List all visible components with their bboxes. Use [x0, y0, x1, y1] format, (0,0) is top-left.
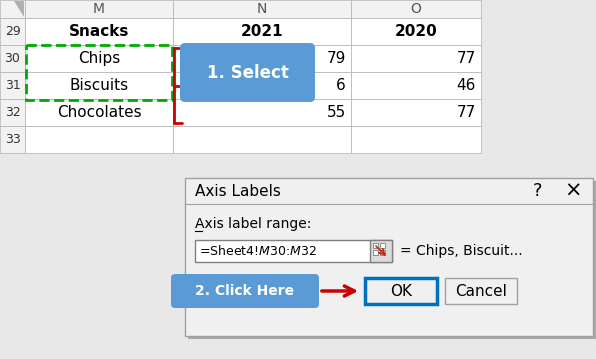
Bar: [188, 181, 596, 339]
Bar: [25, 99, 173, 126]
Text: 33: 33: [5, 133, 20, 146]
Text: M: M: [93, 2, 105, 16]
Text: =Sheet4!$M$30:$M$32: =Sheet4!$M$30:$M$32: [199, 244, 317, 258]
Text: 6: 6: [336, 78, 346, 93]
Bar: [195, 240, 392, 262]
Text: Chips: Chips: [78, 51, 120, 66]
Bar: [25, 126, 173, 153]
Bar: [380, 250, 385, 255]
Text: O: O: [411, 2, 421, 16]
Bar: [380, 243, 385, 248]
Text: 31: 31: [5, 79, 20, 92]
Bar: [0, 126, 25, 153]
Text: 55: 55: [327, 105, 346, 120]
Text: ×: ×: [564, 181, 582, 201]
Bar: [351, 45, 481, 72]
Text: 77: 77: [457, 105, 476, 120]
Bar: [351, 99, 481, 126]
Polygon shape: [14, 1, 24, 17]
Text: = Chips, Biscuit...: = Chips, Biscuit...: [400, 244, 523, 258]
Bar: [185, 178, 593, 336]
Bar: [351, 72, 481, 99]
Bar: [445, 278, 517, 304]
Bar: [25, 18, 173, 45]
Bar: [0, 99, 25, 126]
Bar: [373, 243, 378, 248]
Text: ?: ?: [533, 182, 543, 200]
Text: 2. Click Here: 2. Click Here: [195, 284, 294, 298]
Bar: [173, 18, 351, 45]
Bar: [351, 0, 481, 18]
Text: 77: 77: [457, 51, 476, 66]
Bar: [173, 72, 351, 99]
Bar: [370, 240, 392, 262]
Text: Biscuits: Biscuits: [70, 78, 129, 93]
Text: Snacks: Snacks: [69, 24, 129, 39]
Text: Chocolates: Chocolates: [57, 105, 141, 120]
Text: OK: OK: [390, 284, 412, 298]
Bar: [373, 250, 378, 255]
Text: 2020: 2020: [395, 24, 437, 39]
Text: 2021: 2021: [241, 24, 283, 39]
Bar: [0, 45, 25, 72]
Bar: [0, 18, 25, 45]
Bar: [365, 278, 437, 304]
Text: 30: 30: [5, 52, 20, 65]
Text: 29: 29: [5, 25, 20, 38]
Bar: [351, 126, 481, 153]
Bar: [0, 0, 25, 18]
Bar: [0, 0, 481, 153]
Bar: [25, 0, 173, 18]
Bar: [0, 72, 25, 99]
Text: 46: 46: [457, 78, 476, 93]
Text: 1. Select: 1. Select: [207, 64, 288, 81]
Bar: [173, 0, 351, 18]
Text: 79: 79: [327, 51, 346, 66]
Bar: [173, 45, 351, 72]
Bar: [173, 99, 351, 126]
FancyBboxPatch shape: [180, 43, 315, 102]
Text: 32: 32: [5, 106, 20, 119]
Text: N: N: [257, 2, 267, 16]
Text: Cancel: Cancel: [455, 284, 507, 298]
FancyBboxPatch shape: [171, 274, 319, 308]
Text: Axis label range:: Axis label range:: [195, 217, 311, 231]
Bar: [351, 18, 481, 45]
Bar: [26, 45, 172, 100]
Bar: [25, 72, 173, 99]
Bar: [25, 45, 173, 72]
Bar: [173, 126, 351, 153]
Text: Axis Labels: Axis Labels: [195, 183, 281, 199]
